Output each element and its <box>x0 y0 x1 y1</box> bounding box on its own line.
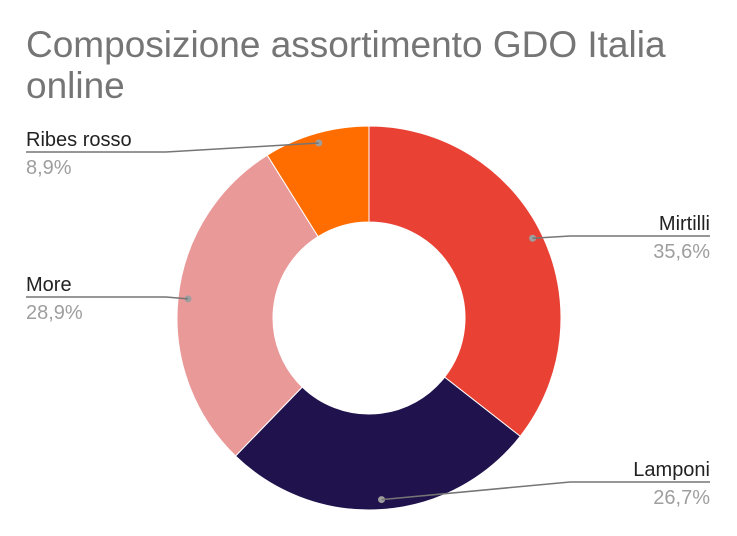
slice-ribes-rosso <box>266 125 370 238</box>
labels-group: Mirtilli 35,6% Lamponi 26,7% More 28,9% Ribes … <box>26 129 710 509</box>
slice-label: Ribes rosso <box>26 129 132 151</box>
slices-group <box>176 125 562 511</box>
callout-line <box>26 142 319 153</box>
slice-value-label: 35,6% <box>653 241 710 263</box>
slice-label: Mirtilli <box>659 213 710 235</box>
callout-line <box>26 296 189 300</box>
slice-value-label: 28,9% <box>26 302 83 324</box>
callout-line <box>532 235 710 240</box>
slice-more <box>176 154 319 457</box>
slice-mirtilli <box>368 125 562 437</box>
callout-line <box>381 481 710 501</box>
slice-value-label: 8,9% <box>26 157 72 179</box>
slice-label: More <box>26 274 72 296</box>
slice-label: Lamponi <box>633 459 710 481</box>
chart-title: Composizione assortimento GDO Italia onl… <box>26 24 666 106</box>
slice-value-label: 26,7% <box>653 487 710 509</box>
